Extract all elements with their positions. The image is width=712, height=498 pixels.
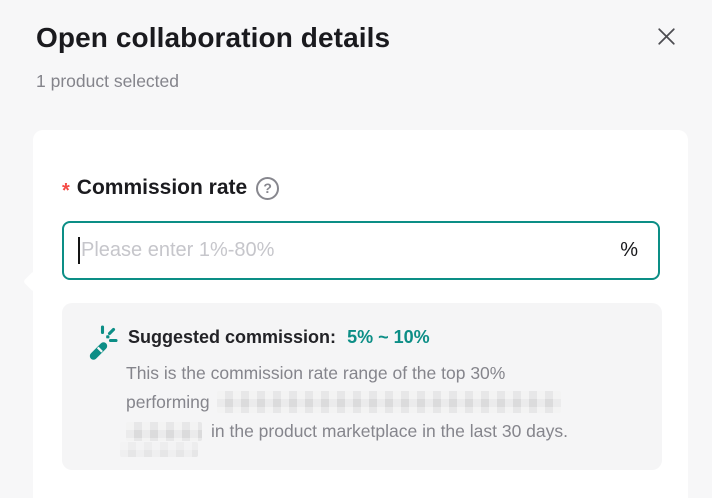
- text-caret: [78, 237, 80, 264]
- suggestion-description: This is the commission rate range of the…: [126, 359, 656, 446]
- commission-rate-label: Commission rate: [76, 176, 248, 199]
- close-icon: [657, 27, 675, 45]
- dialog-title: Open collaboration details: [36, 22, 391, 53]
- redacted-text: [126, 422, 202, 441]
- commission-rate-label-row: * Commission rate ?: [62, 176, 280, 202]
- form-card: * Commission rate ? % Suggested commi: [22, 130, 688, 498]
- required-asterisk: *: [62, 180, 70, 202]
- commission-rate-field[interactable]: %: [62, 221, 660, 280]
- description-line-3: in the product marketplace in the last 3…: [126, 417, 656, 446]
- help-icon[interactable]: ?: [256, 176, 280, 200]
- card-arrow-notch: [22, 270, 45, 293]
- redacted-text: [120, 442, 198, 457]
- suggested-commission-heading: Suggested commission: 5% ~ 10%: [128, 327, 430, 348]
- description-line-3-text: in the product marketplace in the last 3…: [211, 421, 569, 441]
- suggested-commission-range: 5% ~ 10%: [347, 327, 430, 347]
- close-button[interactable]: [646, 16, 686, 56]
- selected-count: 1 product selected: [36, 71, 180, 91]
- description-line-2-text: performing: [126, 392, 210, 412]
- redacted-text: [216, 391, 561, 413]
- description-line-2: performing: [126, 388, 656, 417]
- percent-suffix: %: [620, 239, 638, 261]
- suggested-commission-label: Suggested commission:: [128, 327, 337, 347]
- commission-rate-input[interactable]: [81, 239, 621, 262]
- suggested-commission-panel: Suggested commission: 5% ~ 10% This is t…: [62, 303, 662, 470]
- magic-wand-icon: [89, 325, 118, 360]
- description-line-1: This is the commission rate range of the…: [126, 363, 506, 383]
